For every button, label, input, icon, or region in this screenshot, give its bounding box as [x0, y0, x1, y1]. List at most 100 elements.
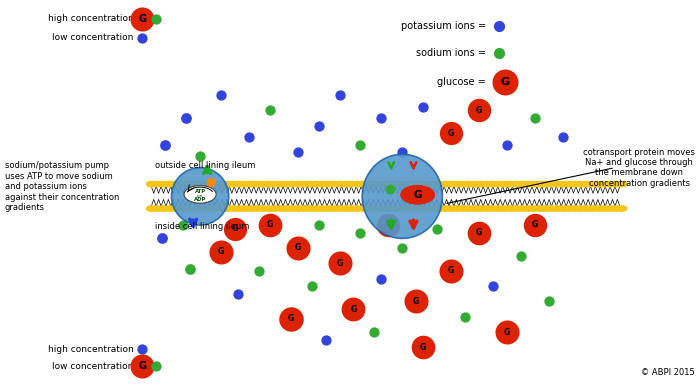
Point [487, 283, 498, 289]
Text: G: G [413, 297, 419, 306]
Circle shape [317, 181, 327, 187]
Point [493, 50, 504, 56]
Circle shape [199, 206, 209, 211]
Point [181, 115, 192, 121]
Point [156, 235, 167, 241]
Circle shape [535, 181, 545, 187]
Circle shape [599, 206, 609, 211]
Circle shape [505, 181, 515, 187]
Text: high concentration: high concentration [48, 14, 134, 23]
Circle shape [205, 181, 215, 187]
Text: G: G [138, 362, 146, 372]
Circle shape [423, 206, 433, 211]
Point [206, 179, 217, 185]
Circle shape [440, 206, 450, 211]
Circle shape [617, 206, 626, 211]
Point [306, 283, 317, 289]
Circle shape [329, 181, 339, 187]
Circle shape [464, 181, 474, 187]
Point [184, 266, 195, 272]
Circle shape [364, 181, 374, 187]
Circle shape [146, 181, 156, 187]
Circle shape [281, 181, 291, 187]
Circle shape [499, 181, 509, 187]
Circle shape [400, 181, 409, 187]
Text: glucose =: glucose = [438, 77, 486, 87]
Circle shape [270, 181, 280, 187]
Point [292, 149, 303, 156]
Circle shape [517, 206, 527, 211]
Circle shape [517, 181, 527, 187]
Circle shape [452, 206, 462, 211]
Circle shape [606, 181, 615, 187]
Circle shape [229, 181, 239, 187]
Point [150, 15, 162, 22]
Circle shape [388, 206, 398, 211]
Circle shape [211, 181, 221, 187]
Circle shape [146, 206, 156, 211]
Circle shape [552, 206, 562, 211]
Circle shape [217, 206, 227, 211]
Circle shape [482, 206, 491, 211]
Text: G: G [531, 221, 538, 229]
Point [557, 134, 568, 140]
Circle shape [188, 206, 197, 211]
Point [136, 35, 148, 41]
Circle shape [405, 206, 415, 211]
Point [230, 226, 241, 232]
Point [334, 92, 345, 98]
Circle shape [547, 206, 556, 211]
Text: ATP: ATP [195, 189, 206, 194]
Circle shape [153, 206, 162, 211]
Circle shape [447, 181, 456, 187]
Circle shape [429, 181, 438, 187]
Circle shape [340, 181, 350, 187]
Circle shape [335, 206, 344, 211]
Circle shape [505, 206, 515, 211]
Text: inside cell lining ileum: inside cell lining ileum [155, 222, 249, 231]
Text: G: G [414, 190, 422, 200]
Text: G: G [448, 266, 454, 275]
Text: G: G [420, 343, 426, 352]
Point [254, 268, 265, 274]
Circle shape [199, 181, 209, 187]
Circle shape [352, 206, 362, 211]
Point [216, 249, 227, 255]
Point [432, 226, 443, 232]
Circle shape [564, 181, 574, 187]
Point [493, 23, 504, 29]
Circle shape [523, 206, 533, 211]
Circle shape [193, 181, 203, 187]
Circle shape [276, 206, 286, 211]
Text: low concentration: low concentration [52, 362, 134, 371]
Point [160, 142, 171, 148]
Circle shape [158, 206, 168, 211]
Circle shape [464, 206, 474, 211]
Circle shape [182, 181, 192, 187]
Point [515, 253, 526, 259]
Text: G: G [351, 305, 356, 313]
Circle shape [229, 206, 239, 211]
Circle shape [423, 181, 433, 187]
Point [529, 222, 540, 228]
Circle shape [258, 206, 268, 211]
Point [348, 306, 359, 312]
Circle shape [288, 206, 298, 211]
Point [320, 336, 331, 343]
Point [334, 260, 345, 266]
Circle shape [241, 181, 251, 187]
Circle shape [564, 206, 574, 211]
Circle shape [358, 181, 368, 187]
Point [383, 222, 394, 228]
Point [150, 363, 162, 370]
Circle shape [411, 181, 421, 187]
Circle shape [535, 206, 545, 211]
Circle shape [184, 186, 216, 203]
Text: G: G [501, 77, 510, 87]
Circle shape [552, 181, 562, 187]
Point [264, 222, 275, 228]
Point [313, 222, 324, 228]
Point [285, 316, 296, 322]
Circle shape [511, 181, 521, 187]
Circle shape [370, 181, 379, 187]
